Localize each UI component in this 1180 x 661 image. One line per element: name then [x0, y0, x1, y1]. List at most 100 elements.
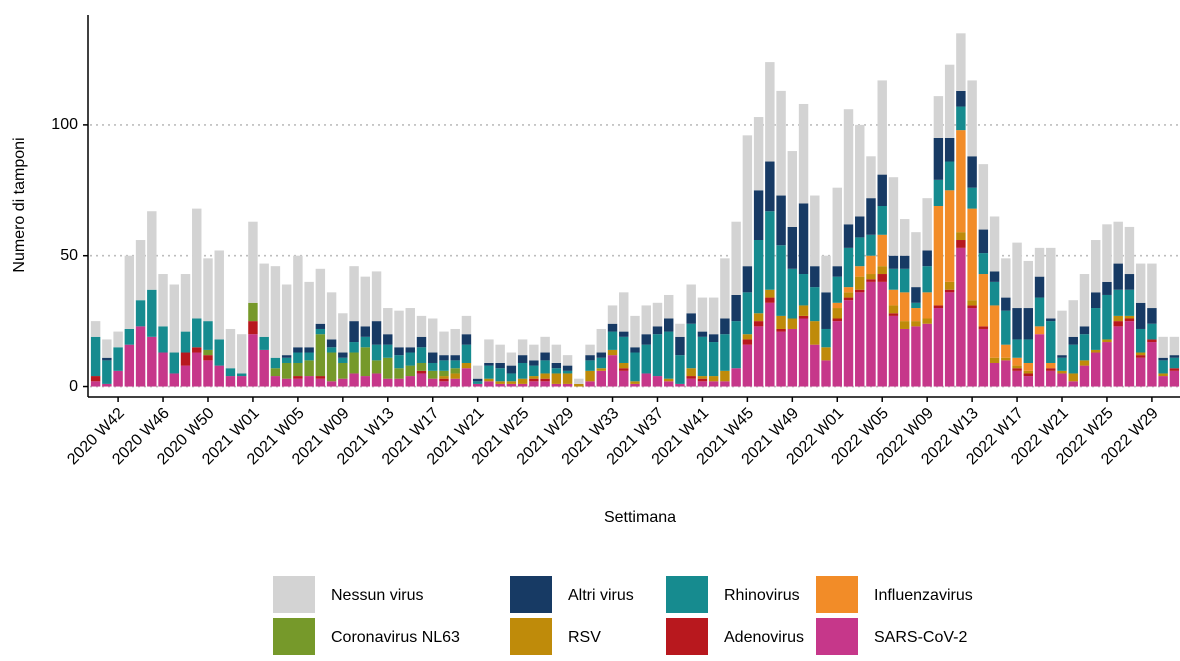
bar-segment — [540, 381, 550, 387]
bar-segment — [124, 344, 135, 387]
legend-label: Nessun virus — [331, 587, 423, 604]
bar-segment — [944, 292, 955, 387]
bar-segment — [877, 80, 887, 175]
bar-segment — [855, 237, 865, 267]
bar-segment — [899, 292, 910, 322]
bar-segment — [102, 360, 112, 384]
bar-segment — [371, 321, 382, 345]
bar-segment — [383, 357, 393, 379]
bar-segment — [1169, 357, 1180, 369]
bar-segment — [686, 368, 696, 377]
bar-segment — [304, 360, 314, 377]
bar-segment — [1124, 289, 1135, 316]
bar-segment — [1147, 323, 1157, 340]
bar-segment — [1001, 360, 1011, 387]
bar-segment — [1124, 274, 1135, 290]
bar-segment — [517, 378, 528, 384]
bar-segment — [1113, 315, 1123, 322]
bar-segment — [1135, 355, 1146, 358]
bar-segment — [585, 344, 595, 356]
bar-segment — [922, 250, 932, 267]
bar-segment — [281, 284, 292, 356]
bar-segment — [259, 349, 269, 387]
bar-segment — [236, 334, 247, 374]
bar-segment — [439, 331, 449, 356]
bar-segment — [540, 336, 550, 353]
bar-segment — [405, 376, 415, 387]
bar-segment — [1068, 373, 1078, 382]
bar-segment — [967, 208, 977, 301]
bar-segment — [731, 221, 741, 295]
bar-segment — [450, 360, 460, 369]
bar-segment — [697, 331, 708, 337]
bar-segment — [855, 289, 865, 293]
bar-segment — [877, 234, 887, 267]
bar-segment — [720, 334, 730, 371]
bar-segment — [821, 328, 831, 348]
bar-segment — [933, 137, 944, 180]
bar-segment — [338, 313, 348, 353]
bar-segment — [1135, 263, 1146, 303]
bar-segment — [1034, 247, 1045, 277]
bar-segment — [484, 339, 494, 363]
bar-segment — [450, 355, 460, 361]
bar-segment — [720, 258, 730, 319]
bar-segment — [967, 300, 977, 306]
bar-segment — [944, 190, 955, 282]
bar-segment — [461, 315, 472, 335]
legend-label: Coronavirus NL63 — [331, 629, 460, 646]
bar-segment — [484, 381, 494, 387]
bar-segment — [855, 216, 865, 238]
bar-segment — [102, 339, 112, 358]
bar-segment — [832, 308, 842, 319]
bar-segment — [967, 308, 977, 387]
bar-segment — [225, 368, 236, 377]
bar-segment — [180, 331, 191, 353]
bar-segment — [383, 344, 393, 358]
bar-segment — [360, 347, 371, 377]
bar-segment — [1046, 318, 1056, 322]
bar-segment — [956, 130, 966, 233]
legend-label: Adenovirus — [724, 629, 804, 646]
bar-segment — [652, 334, 663, 377]
bar-segment — [1135, 352, 1146, 356]
bar-segment — [180, 365, 191, 387]
bar-segment — [1113, 321, 1123, 327]
bar-segment — [663, 294, 674, 319]
bar-segment — [675, 383, 685, 387]
bar-segment — [371, 373, 382, 387]
bar-segment — [529, 360, 539, 366]
bar-segment — [383, 378, 393, 387]
bar-segment — [1169, 336, 1180, 356]
bar-segment — [989, 305, 1000, 358]
bar-segment — [281, 378, 292, 387]
bar-segment — [1023, 260, 1034, 309]
bar-segment — [697, 381, 708, 387]
bar-segment — [562, 383, 573, 387]
bar-segment — [113, 331, 123, 348]
bar-segment — [326, 292, 337, 340]
bar-segment — [529, 378, 539, 382]
bar-segment — [416, 347, 427, 363]
bar-segment — [495, 362, 505, 369]
bar-segment — [551, 368, 562, 374]
bar-segment — [753, 117, 764, 191]
bar-segment — [798, 318, 809, 387]
bar-segment — [349, 266, 359, 322]
bar-segment — [1102, 342, 1112, 387]
bar-segment — [293, 255, 303, 348]
bar-segment — [495, 368, 505, 382]
bar-segment — [338, 378, 348, 387]
bar-segment — [753, 313, 764, 322]
bar-segment — [810, 195, 820, 267]
bar-segment — [315, 268, 326, 324]
bar-segment — [1169, 370, 1180, 387]
bar-segment — [978, 328, 989, 387]
bar-segment — [619, 336, 629, 363]
bar-segment — [697, 297, 708, 332]
bar-segment — [911, 302, 921, 309]
bar-segment — [315, 328, 326, 335]
bar-segment — [843, 224, 854, 248]
bar-segment — [1147, 342, 1157, 387]
bar-segment — [1158, 373, 1168, 377]
